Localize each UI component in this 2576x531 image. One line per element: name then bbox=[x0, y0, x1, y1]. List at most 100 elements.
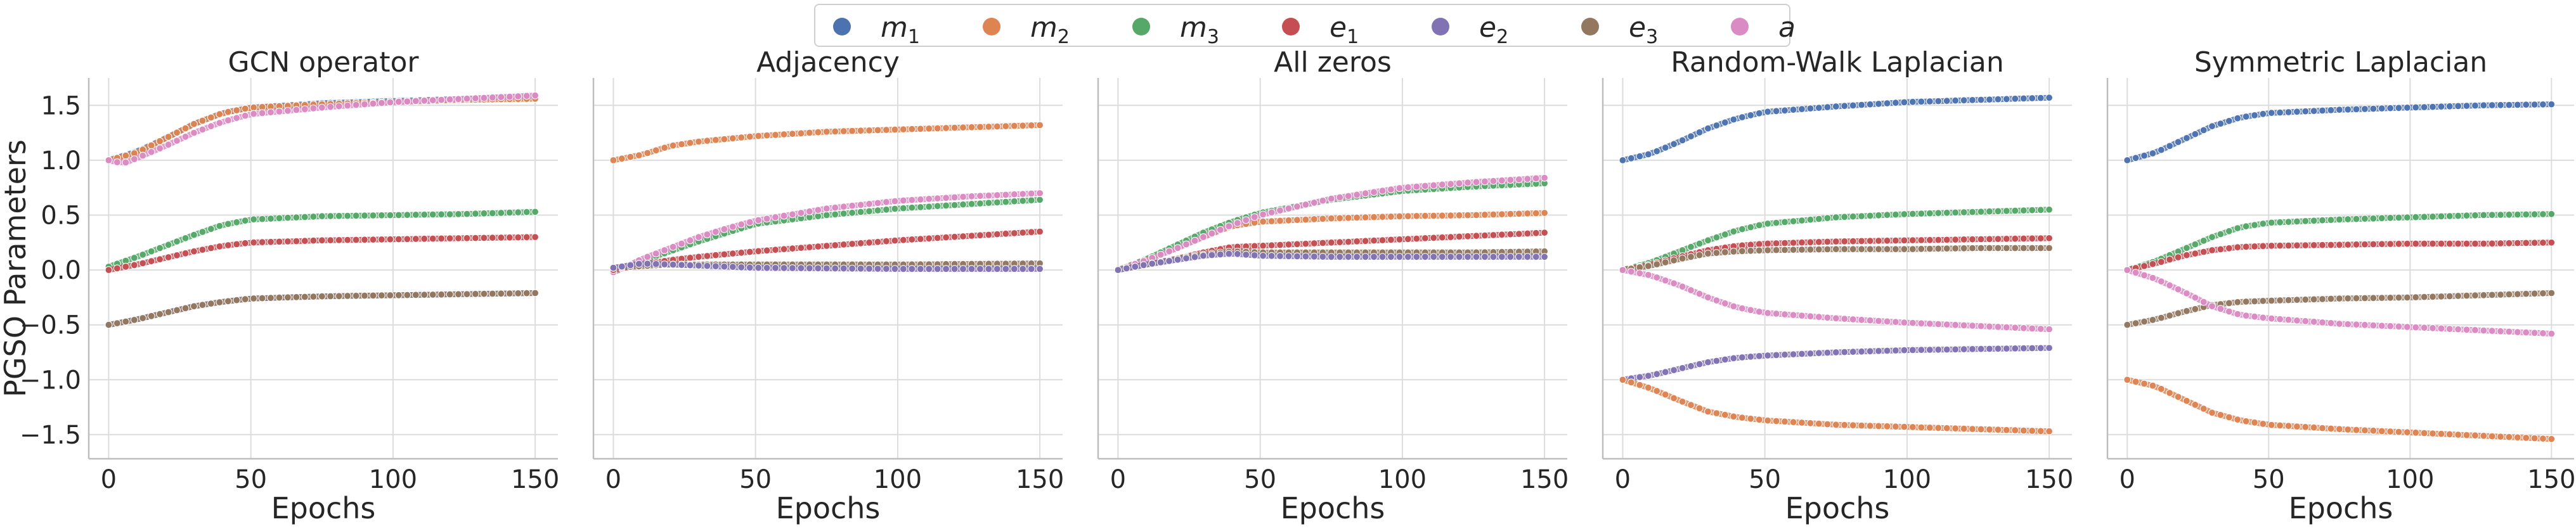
data-point bbox=[2019, 94, 2028, 103]
data-point bbox=[1797, 312, 1806, 320]
data-point bbox=[2166, 311, 2174, 320]
data-point bbox=[2480, 101, 2488, 110]
x-tick-label: 100 bbox=[874, 465, 922, 494]
data-point bbox=[224, 116, 232, 124]
data-point bbox=[2028, 94, 2036, 103]
data-point bbox=[660, 144, 669, 152]
data-point bbox=[2530, 100, 2539, 109]
data-point bbox=[2395, 240, 2403, 248]
data-point bbox=[1498, 231, 1506, 239]
data-point bbox=[1874, 317, 1883, 325]
data-point bbox=[377, 291, 386, 300]
data-point bbox=[2036, 94, 2045, 102]
data-point bbox=[694, 233, 703, 241]
data-point bbox=[2208, 246, 2217, 254]
data-point bbox=[1661, 368, 1669, 376]
data-point bbox=[190, 120, 198, 128]
data-point bbox=[1447, 180, 1455, 188]
data-point bbox=[1730, 115, 1738, 124]
data-point bbox=[1908, 98, 1917, 106]
data-point bbox=[848, 208, 857, 217]
data-point bbox=[1191, 253, 1199, 261]
data-point bbox=[386, 211, 394, 219]
data-point bbox=[857, 127, 865, 135]
data-point bbox=[2199, 236, 2208, 245]
data-point bbox=[224, 297, 232, 305]
data-point bbox=[1823, 245, 1832, 253]
data-point bbox=[1926, 245, 1934, 253]
data-point bbox=[1797, 418, 1806, 427]
data-point bbox=[1866, 237, 1874, 245]
data-point bbox=[1994, 207, 2002, 215]
data-point bbox=[360, 236, 369, 244]
data-point bbox=[164, 141, 172, 149]
data-point bbox=[2310, 295, 2318, 304]
data-point bbox=[1498, 253, 1506, 261]
data-point bbox=[1721, 355, 1729, 364]
data-point bbox=[429, 210, 437, 219]
data-point bbox=[2513, 239, 2521, 247]
data-point bbox=[522, 233, 531, 241]
data-point bbox=[976, 265, 985, 273]
data-point bbox=[2386, 104, 2395, 112]
data-point bbox=[1636, 269, 1644, 278]
data-point bbox=[1858, 316, 1866, 324]
data-point bbox=[2225, 307, 2233, 316]
data-point bbox=[2403, 293, 2411, 302]
data-point bbox=[1678, 364, 1686, 373]
data-point bbox=[2412, 240, 2420, 248]
data-point bbox=[1721, 230, 1729, 239]
data-point bbox=[497, 290, 505, 298]
data-point bbox=[1704, 236, 1712, 245]
data-point bbox=[1934, 345, 1943, 354]
data-point bbox=[1387, 185, 1395, 194]
data-point bbox=[2522, 328, 2530, 336]
x-tick-label: 150 bbox=[511, 465, 559, 494]
data-point bbox=[2539, 210, 2547, 219]
data-point bbox=[2420, 293, 2428, 301]
data-point bbox=[1344, 253, 1352, 261]
data-point bbox=[1891, 346, 1900, 355]
data-point bbox=[1747, 352, 1755, 361]
x-tick-label: 0 bbox=[101, 465, 117, 494]
data-point bbox=[463, 210, 471, 218]
data-point bbox=[2513, 290, 2521, 298]
data-point bbox=[848, 127, 857, 135]
x-tick-label: 0 bbox=[1110, 465, 1126, 494]
data-point bbox=[857, 264, 865, 272]
data-point bbox=[266, 238, 275, 246]
data-point bbox=[1619, 156, 1627, 164]
data-point bbox=[908, 203, 916, 212]
data-point bbox=[703, 262, 711, 270]
data-point bbox=[2412, 103, 2420, 112]
data-point bbox=[1926, 97, 1934, 106]
data-point bbox=[497, 208, 505, 217]
data-point bbox=[993, 265, 1001, 273]
data-point bbox=[2267, 109, 2275, 117]
data-point bbox=[899, 265, 907, 273]
data-point bbox=[1395, 212, 1404, 221]
data-point bbox=[1780, 418, 1789, 426]
data-point bbox=[250, 215, 258, 224]
data-point bbox=[488, 209, 496, 217]
data-point bbox=[1430, 181, 1438, 189]
data-point bbox=[2471, 291, 2479, 300]
data-point bbox=[2028, 206, 2036, 214]
data-point bbox=[2420, 429, 2428, 437]
data-point bbox=[1035, 189, 1044, 197]
data-point bbox=[1797, 216, 1806, 225]
data-point bbox=[1310, 215, 1318, 223]
data-point bbox=[1421, 253, 1429, 261]
x-tick-label: 150 bbox=[1520, 465, 1569, 494]
x-tick-label: 50 bbox=[1244, 465, 1276, 494]
data-point bbox=[1653, 387, 1661, 395]
data-point bbox=[1891, 99, 1900, 107]
data-point bbox=[899, 196, 907, 205]
data-point bbox=[1823, 314, 1832, 322]
series-m2 bbox=[2123, 376, 2556, 443]
data-point bbox=[369, 291, 377, 300]
data-point bbox=[198, 227, 207, 236]
data-point bbox=[2496, 101, 2505, 109]
data-point bbox=[1310, 198, 1318, 207]
data-point bbox=[1908, 210, 1917, 218]
